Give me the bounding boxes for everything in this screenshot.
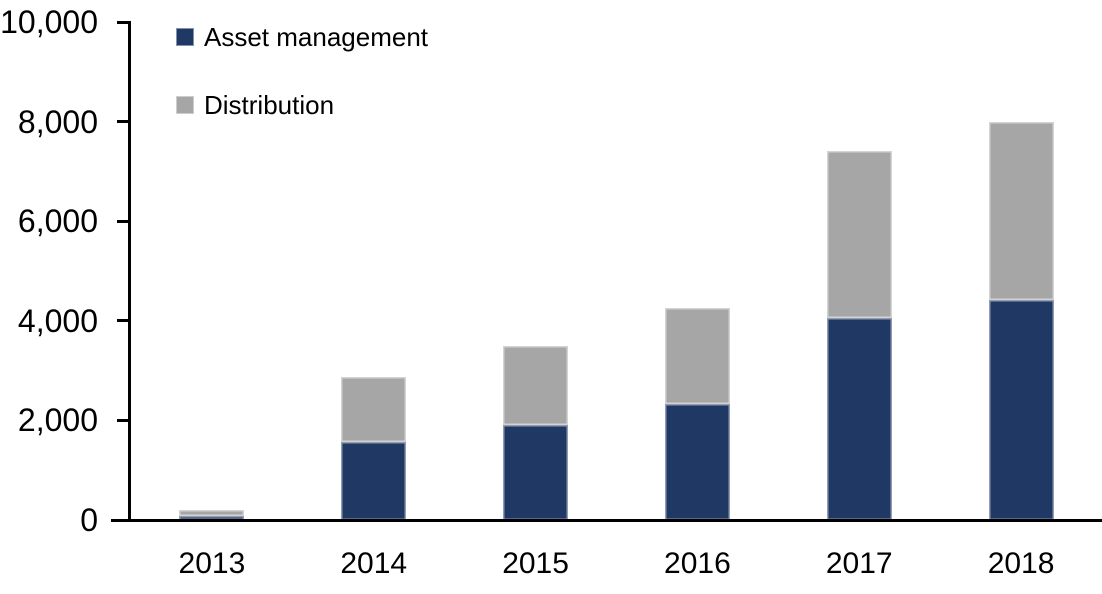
x-axis-label-2013: 2013 bbox=[178, 547, 246, 580]
bar-segment-2017-asset-management bbox=[826, 318, 892, 520]
chart-legend: Asset management Distribution bbox=[176, 24, 428, 160]
bar-segment-2018-asset-management bbox=[988, 299, 1054, 520]
x-axis-label-2015: 2015 bbox=[502, 547, 569, 580]
bar-segment-2014-asset-management bbox=[341, 442, 407, 520]
bar-segment-2015-distribution bbox=[503, 345, 569, 426]
y-axis-line bbox=[128, 20, 131, 522]
bar-segment-2017-distribution bbox=[826, 151, 892, 319]
y-axis-tick-label-2000: 2,000 bbox=[17, 402, 98, 439]
legend-item-distribution: Distribution bbox=[176, 92, 428, 118]
bar-segment-2015-asset-management bbox=[503, 425, 569, 520]
bar-segment-2013-asset-management bbox=[179, 515, 245, 520]
y-axis-tick-8000 bbox=[117, 120, 131, 124]
legend-label-asset-management: Asset management bbox=[204, 22, 429, 52]
bar-segment-2016-distribution bbox=[664, 307, 730, 405]
legend-item-asset-management: Asset management bbox=[176, 24, 428, 50]
x-axis-label-2016: 2016 bbox=[664, 547, 731, 580]
legend-swatch-distribution-icon bbox=[176, 96, 194, 114]
bar-segment-2013-distribution bbox=[179, 510, 245, 516]
legend-label-distribution: Distribution bbox=[204, 90, 335, 120]
y-axis-tick-10000 bbox=[117, 20, 131, 24]
x-axis-line bbox=[111, 518, 1102, 522]
y-axis-tick-2000 bbox=[117, 418, 131, 422]
y-axis-tick-label-4000: 4,000 bbox=[17, 302, 98, 339]
legend-swatch-asset-management-icon bbox=[176, 28, 194, 46]
y-axis-tick-label-10000: 10,000 bbox=[0, 4, 98, 40]
y-axis-tick-label-6000: 6,000 bbox=[17, 203, 98, 240]
x-axis-label-2014: 2014 bbox=[340, 547, 408, 580]
y-axis-tick-label-0: 0 bbox=[80, 502, 98, 538]
y-axis-tick-4000 bbox=[117, 319, 131, 323]
bar-segment-2016-asset-management bbox=[664, 404, 730, 520]
y-axis-tick-label-8000: 8,000 bbox=[17, 103, 98, 140]
x-axis-label-2018: 2018 bbox=[987, 547, 1055, 580]
bar-segment-2018-distribution bbox=[988, 121, 1054, 300]
y-axis-tick-6000 bbox=[117, 219, 131, 223]
x-axis-label-2017: 2017 bbox=[825, 547, 893, 580]
bar-segment-2014-distribution bbox=[341, 377, 407, 443]
